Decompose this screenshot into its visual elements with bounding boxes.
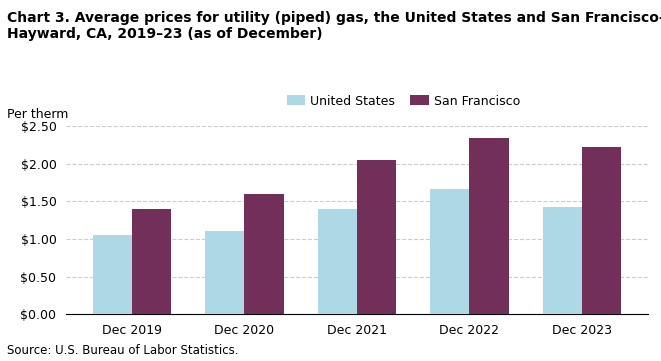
Text: Source: U.S. Bureau of Labor Statistics.: Source: U.S. Bureau of Labor Statistics. bbox=[7, 344, 238, 357]
Bar bbox=[543, 207, 582, 314]
Bar bbox=[430, 189, 469, 314]
Bar bbox=[205, 231, 245, 314]
Bar bbox=[582, 147, 621, 314]
Bar bbox=[93, 235, 132, 314]
Bar bbox=[317, 209, 357, 314]
Legend: United States, San Francisco: United States, San Francisco bbox=[282, 90, 525, 113]
Text: Chart 3. Average prices for utility (piped) gas, the United States and San Franc: Chart 3. Average prices for utility (pip… bbox=[7, 11, 661, 41]
Bar bbox=[469, 138, 509, 314]
Bar bbox=[245, 194, 284, 314]
Bar bbox=[357, 160, 397, 314]
Bar bbox=[132, 209, 171, 314]
Text: Per therm: Per therm bbox=[7, 108, 68, 121]
